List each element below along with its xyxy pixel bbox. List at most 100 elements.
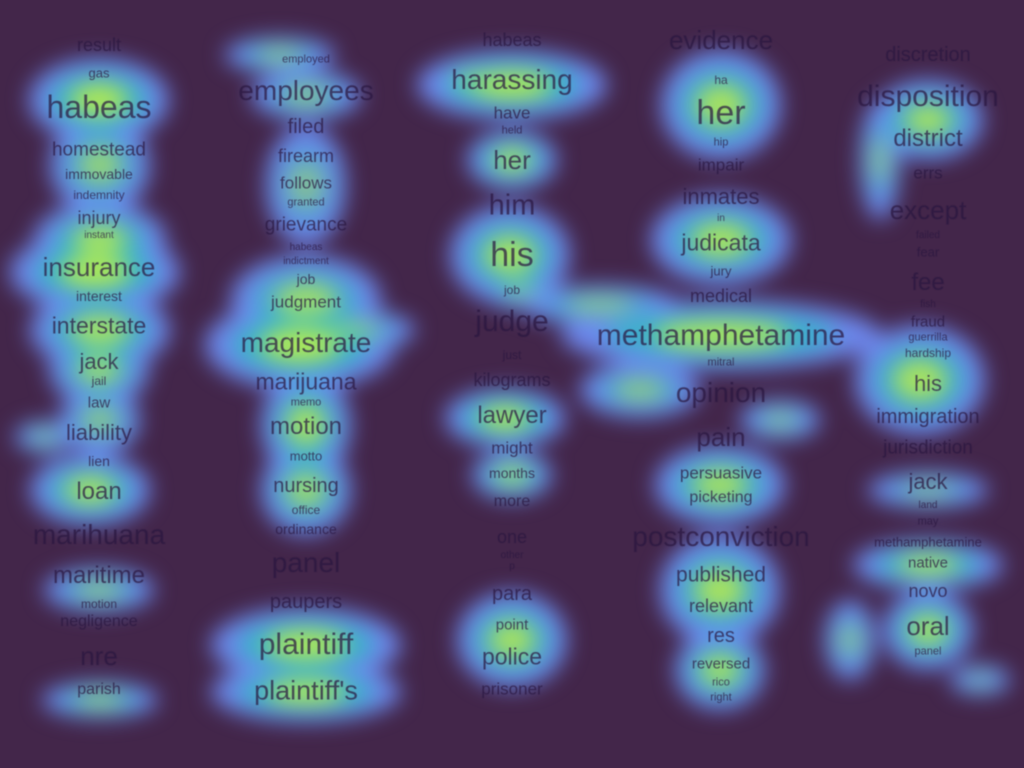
word-label: more	[493, 493, 531, 510]
word-label: law	[87, 394, 111, 412]
word-label: have	[493, 103, 531, 123]
word-label: jack	[79, 349, 119, 374]
word-label: opinion	[675, 377, 767, 408]
word-label: employed	[282, 53, 330, 66]
word-label: homestead	[51, 139, 147, 161]
word-label: failed	[916, 230, 940, 241]
word-label: plaintiff	[258, 628, 354, 661]
word-label: ha	[714, 73, 728, 87]
word-label: fish	[920, 299, 936, 310]
word-label: rico	[712, 676, 730, 689]
word-label: her	[696, 94, 746, 132]
word-label: granted	[287, 196, 325, 209]
word-label: lawyer	[477, 402, 547, 429]
word-label: motion	[269, 413, 343, 440]
word-label: district	[893, 125, 963, 152]
word-label: other	[500, 550, 524, 561]
word-label: habeas	[46, 89, 152, 125]
word-label: nursing	[273, 475, 339, 497]
word-label: judge	[475, 305, 549, 338]
word-label: novo	[908, 581, 948, 601]
word-label: loan	[76, 478, 122, 505]
word-label: jail	[91, 374, 107, 388]
word-label: panel	[914, 645, 942, 658]
word-label: kilograms	[473, 370, 551, 390]
word-label: jury	[710, 263, 732, 279]
word-label: habeas	[482, 30, 542, 50]
word-label: discretion	[885, 44, 971, 66]
word-label: negligence	[60, 613, 138, 630]
word-label: instant	[84, 230, 114, 241]
word-label: published	[676, 563, 766, 587]
word-label: fee	[911, 269, 945, 296]
word-label: memo	[290, 396, 322, 409]
word-label: magistrate	[240, 327, 372, 358]
word-label: police	[481, 643, 543, 670]
word-label: his	[490, 236, 534, 274]
word-label: relevant	[688, 596, 754, 616]
word-label: reversed	[691, 655, 751, 673]
word-label: mitral	[707, 356, 735, 369]
word-label: months	[489, 465, 535, 481]
word-label: held	[501, 124, 523, 137]
word-label: plaintiff's	[254, 675, 358, 706]
word-label: ordinance	[275, 521, 337, 537]
word-label: res	[707, 625, 735, 647]
word-label: may	[917, 515, 939, 528]
word-label: judgment	[271, 292, 341, 312]
word-label: filed	[287, 116, 325, 138]
word-label: persuasive	[679, 463, 763, 483]
word-label: medical	[689, 286, 753, 306]
word-label: insurance	[42, 252, 156, 282]
word-label: might	[491, 438, 533, 458]
word-label: lien	[88, 453, 110, 469]
word-label: judicata	[681, 229, 761, 256]
word-label: fear	[916, 244, 940, 260]
word-label: in	[717, 213, 725, 224]
word-label: her	[493, 145, 531, 175]
word-label: job	[296, 271, 316, 287]
word-label: office	[291, 503, 321, 517]
word-label: one	[496, 527, 528, 547]
word-label: oral	[906, 611, 950, 641]
word-label: gas	[88, 65, 110, 81]
word-label: parish	[77, 681, 121, 698]
word-label: pain	[696, 422, 746, 452]
word-label: jack	[908, 469, 948, 494]
word-label: motion	[80, 597, 118, 611]
word-label: employees	[238, 75, 374, 106]
word-label: just	[502, 348, 522, 362]
word-label: grievance	[264, 214, 348, 236]
word-label: right	[710, 691, 732, 704]
word-label: immigration	[876, 406, 980, 428]
word-label: jurisdiction	[883, 437, 973, 459]
word-label: maritime	[52, 562, 146, 589]
word-label: nre	[80, 641, 118, 671]
word-label: errs	[913, 163, 943, 183]
word-label: him	[488, 189, 536, 222]
word-label: methamphetamine	[596, 319, 846, 352]
word-label: job	[503, 283, 521, 297]
word-label: except	[889, 195, 967, 225]
word-label: harassing	[451, 64, 573, 95]
word-label: marijuana	[255, 368, 357, 395]
word-label: motto	[289, 448, 323, 464]
word-label: immovable	[65, 166, 133, 182]
word-label: hardship	[904, 346, 952, 360]
word-label: follows	[280, 173, 332, 193]
word-label: disposition	[857, 80, 999, 113]
word-label: methamphetamine	[874, 534, 982, 550]
word-label: interest	[76, 288, 122, 304]
word-label: land	[918, 500, 938, 511]
word-label: his	[913, 371, 943, 396]
word-label: inmates	[682, 184, 760, 209]
word-label: liability	[65, 420, 133, 445]
word-label: para	[491, 583, 533, 605]
word-label: injury	[77, 208, 121, 228]
word-label: p	[509, 561, 515, 572]
word-label: indemnity	[73, 188, 125, 202]
word-label: evidence	[668, 25, 774, 55]
word-label: firearm	[277, 146, 335, 166]
word-label: marihuana	[32, 519, 166, 550]
